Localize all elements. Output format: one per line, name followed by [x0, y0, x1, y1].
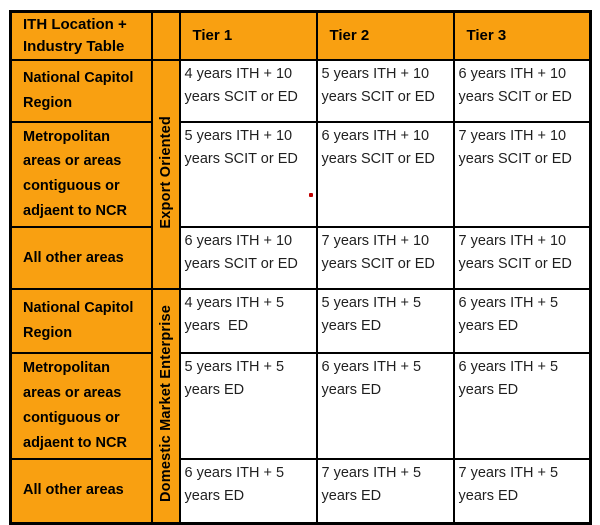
data-cell: 4 years ITH + 5 years ED — [178, 288, 318, 355]
table-row: National Capitol Region Export Oriented … — [9, 58, 592, 291]
data-cell: 7 years ITH + 5 years ED — [452, 458, 592, 524]
table-row: All other areas 6 years ITH + 5 years ED… — [9, 458, 592, 524]
data-cell: 6 years ITH + 10 years SCIT or ED — [452, 58, 592, 123]
data-cell: 6 years ITH + 5 years ED — [178, 458, 318, 524]
table-row: Metropolitan areas or areas contiguous o… — [9, 120, 592, 229]
data-cell: 7 years ITH + 10 years SCIT or ED — [315, 226, 455, 291]
group-cell-export-oriented: Export Oriented — [150, 58, 181, 291]
tier2-header: Tier 2 — [315, 10, 455, 61]
header-row: ITH Location + Industry Table Tier 1 Tie… — [9, 10, 592, 61]
data-cell: 6 years ITH + 10 years SCIT or ED — [315, 120, 455, 229]
tier3-header: Tier 3 — [452, 10, 592, 61]
data-cell: 5 years ITH + 10 years SCIT or ED — [315, 58, 455, 123]
location-cell-metropolitan: Metropolitan areas or areas contiguous o… — [9, 352, 153, 460]
page: ITH Location + Industry Table Tier 1 Tie… — [9, 10, 592, 525]
data-cell: 6 years ITH + 5 years ED — [452, 288, 592, 355]
table-row: Metropolitan areas or areas contiguous o… — [9, 352, 592, 460]
table-row: National Capitol Region Domestic Market … — [9, 288, 592, 524]
group-label-export-oriented: Export Oriented — [157, 115, 174, 229]
data-cell: 4 years ITH + 10 years SCIT or ED — [178, 58, 318, 123]
location-cell-all-other-areas: All other areas — [9, 226, 153, 291]
group-cell-domestic-market-enterprise: Domestic Market Enterprise — [150, 288, 181, 524]
tier1-header: Tier 1 — [178, 10, 318, 61]
data-cell: 7 years ITH + 10 years SCIT or ED — [452, 120, 592, 229]
data-cell: 5 years ITH + 5 years ED — [315, 288, 455, 355]
location-cell-metropolitan: Metropolitan areas or areas contiguous o… — [9, 120, 153, 229]
data-cell: 6 years ITH + 5 years ED — [315, 352, 455, 460]
data-cell: 5 years ITH + 10 years SCIT or ED — [178, 120, 318, 229]
table-row: All other areas 6 years ITH + 10 years S… — [9, 226, 592, 291]
location-cell-ncr: National Capitol Region — [9, 58, 153, 123]
location-cell-all-other-areas: All other areas — [9, 458, 153, 524]
location-cell-ncr: National Capitol Region — [9, 288, 153, 355]
data-cell: 6 years ITH + 10 years SCIT or ED — [178, 226, 318, 291]
data-cell: 7 years ITH + 10 years SCIT or ED — [452, 226, 592, 291]
data-cell: 7 years ITH + 5 years ED — [315, 458, 455, 524]
data-cell: 6 years ITH + 5 years ED — [452, 352, 592, 460]
data-cell: 5 years ITH + 5 years ED — [178, 352, 318, 460]
table-title-cell: ITH Location + Industry Table — [9, 10, 153, 61]
group-column-header-cell — [150, 10, 181, 61]
group-label-domestic-market-enterprise: Domestic Market Enterprise — [157, 304, 174, 502]
ith-location-industry-table: ITH Location + Industry Table Tier 1 Tie… — [9, 10, 592, 525]
stray-red-dot — [309, 193, 313, 197]
